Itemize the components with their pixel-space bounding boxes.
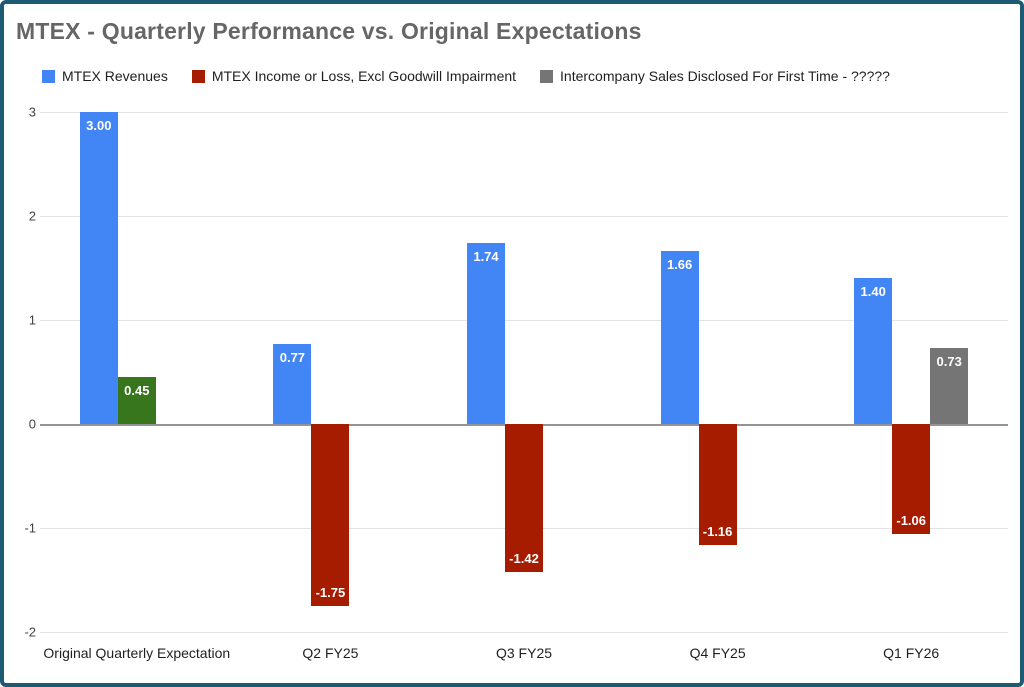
legend-item[interactable]: Intercompany Sales Disclosed For First T…: [540, 68, 890, 84]
legend-label: MTEX Income or Loss, Excl Goodwill Impai…: [211, 68, 517, 84]
bar-value-label: -1.16: [702, 523, 733, 539]
y-axis-tick-label: 0: [28, 416, 36, 432]
y-axis-tick-label: -2: [24, 624, 36, 640]
legend-item[interactable]: MTEX Revenues: [42, 68, 168, 84]
bar[interactable]: 0.77: [273, 343, 312, 424]
legend-label: Intercompany Sales Disclosed For First T…: [560, 68, 890, 84]
bar-value-label: -1.06: [896, 513, 926, 529]
y-axis-tick-label: -1: [24, 520, 36, 536]
bar[interactable]: 1.40: [854, 278, 893, 424]
x-axis-label: Q1 FY26: [883, 645, 940, 661]
bar-value-label: 1.66: [666, 257, 693, 273]
bar[interactable]: 1.66: [660, 251, 699, 424]
gridline: [40, 320, 1008, 321]
bar[interactable]: 0.73: [930, 348, 969, 424]
y-axis-tick-label: 2: [28, 208, 36, 224]
bar[interactable]: 3.00: [79, 112, 118, 424]
gridline: [40, 216, 1008, 217]
gridline: [40, 632, 1008, 633]
bar-value-label: -1.75: [315, 585, 346, 600]
legend-swatch-icon: [191, 69, 205, 83]
legend-label: MTEX Revenues: [62, 68, 168, 84]
x-axis-label: Q4 FY25: [689, 645, 746, 661]
y-axis-tick-label: 1: [28, 312, 36, 328]
y-axis-tick-label: 3: [28, 104, 36, 120]
x-axis-label: Original Quarterly Expectation: [43, 645, 231, 661]
bar[interactable]: 1.74: [467, 243, 505, 424]
bar-value-label: 0.45: [124, 383, 150, 399]
bar[interactable]: -1.75: [311, 424, 350, 606]
bar-value-label: 1.40: [860, 284, 886, 300]
bar[interactable]: -1.16: [698, 424, 737, 545]
chart-title: MTEX - Quarterly Performance vs. Origina…: [16, 18, 642, 44]
legend: MTEX Revenues MTEX Income or Loss, Excl G…: [42, 68, 890, 84]
bar-value-label: 3.00: [86, 118, 112, 133]
plot-area: 3 2 1 0 -1 -2 Original Quarterly Expectation Q2…: [24, 105, 1008, 661]
bar[interactable]: -1.42: [505, 424, 543, 572]
bar-value-label: 0.73: [936, 354, 962, 370]
legend-swatch-icon: [540, 69, 554, 83]
gridline: [40, 112, 1008, 113]
x-axis-label: Q3 FY25: [495, 645, 553, 661]
bar-value-label: 0.77: [279, 349, 306, 365]
x-axis-label: Q2 FY25: [302, 645, 359, 661]
bar-value-label: -1.42: [509, 550, 539, 566]
legend-item[interactable]: MTEX Income or Loss, Excl Goodwill Impai…: [191, 68, 517, 84]
bar[interactable]: -1.06: [892, 424, 931, 535]
bar[interactable]: 0.45: [117, 377, 156, 424]
legend-swatch-icon: [42, 69, 55, 83]
bar-value-label: 1.74: [473, 249, 499, 265]
